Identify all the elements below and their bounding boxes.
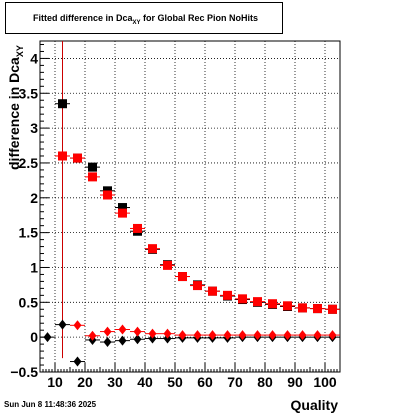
- data-point-diamond-red: [193, 330, 202, 341]
- x-tick-label: 50: [167, 374, 183, 390]
- data-point-square-red: [133, 223, 142, 233]
- data-point-square-red: [223, 290, 232, 300]
- data-point-diamond-red: [223, 330, 232, 341]
- x-tick-label: 20: [77, 374, 93, 390]
- y-tick-label: −0.5: [10, 364, 38, 380]
- data-point-diamond-red: [133, 326, 142, 337]
- data-point-square-red: [283, 301, 292, 311]
- data-point-square-red: [193, 281, 202, 291]
- title-box: Fitted difference in DcaXY for Global Re…: [5, 2, 283, 34]
- data-point-diamond-red: [103, 326, 112, 337]
- data-point-diamond-black: [133, 334, 142, 345]
- footer-timestamp: Sun Jun 8 11:48:36 2025: [4, 400, 97, 409]
- data-point-square-red: [118, 208, 127, 218]
- y-tick-label: 1: [30, 259, 38, 275]
- data-point-diamond-red: [58, 150, 67, 161]
- chart-title: Fitted difference in DcaXY for Global Re…: [33, 13, 259, 26]
- y-axis-label-subscript: XY: [15, 45, 25, 58]
- y-tick-label: 4: [30, 50, 38, 66]
- data-point-square-red: [88, 172, 97, 182]
- data-point-diamond-black: [73, 356, 82, 367]
- y-tick-label: 0: [30, 329, 38, 345]
- data-point-square-red: [238, 294, 247, 304]
- x-tick-label: 90: [287, 374, 303, 390]
- title-subscript: XY: [132, 20, 141, 26]
- data-point-square-red: [328, 304, 337, 314]
- data-point-square-red: [103, 190, 112, 200]
- y-tick-label: 3.5: [19, 85, 39, 101]
- y-tick-label: 1.5: [19, 225, 39, 241]
- data-point-diamond-red: [178, 330, 187, 341]
- title-main: Fitted difference in Dca: [33, 13, 133, 23]
- data-point-square-red: [163, 260, 172, 270]
- data-point-square-black: [58, 99, 67, 109]
- data-point-diamond-red: [148, 328, 157, 339]
- data-point-square-red: [208, 286, 217, 296]
- data-point-square-red: [178, 272, 187, 282]
- data-point-diamond-red: [283, 330, 292, 341]
- y-tick-label: 2.5: [19, 155, 39, 171]
- data-point-square-red: [268, 299, 277, 309]
- data-point-diamond-red: [268, 330, 277, 341]
- data-point-square-red: [298, 303, 307, 313]
- data-point-diamond-black: [118, 335, 127, 346]
- title-suffix: for Global Rec Pion NoHits: [140, 13, 259, 23]
- data-point-diamond-red: [238, 330, 247, 341]
- data-point-diamond-black: [103, 337, 112, 348]
- x-tick-label: 30: [107, 374, 123, 390]
- x-tick-label: 100: [313, 374, 337, 390]
- y-tick-label: 3: [30, 120, 38, 136]
- data-point-diamond-black: [58, 319, 67, 330]
- data-point-diamond-red: [208, 330, 217, 341]
- x-tick-label: 10: [47, 374, 63, 390]
- x-axis-label: Quality: [290, 397, 338, 413]
- data-point-diamond-black: [43, 332, 52, 343]
- data-point-square-red: [73, 153, 82, 163]
- data-point-diamond-red: [328, 330, 337, 341]
- data-point-diamond-red: [313, 330, 322, 341]
- data-point-diamond-red: [163, 328, 172, 339]
- y-axis-label-main: difference in Dca: [6, 57, 22, 170]
- data-point-diamond-red: [118, 324, 127, 335]
- y-tick-label: 0.5: [19, 294, 39, 310]
- y-tick-label: 2: [30, 190, 38, 206]
- x-tick-label: 60: [197, 374, 213, 390]
- data-point-diamond-red: [73, 320, 82, 331]
- data-point-square-red: [148, 244, 157, 254]
- y-axis-label: difference in DcaXY: [6, 45, 25, 170]
- data-point-square-black: [118, 203, 127, 213]
- data-point-square-red: [253, 297, 262, 307]
- data-point-diamond-red: [253, 330, 262, 341]
- plot-frame: [39, 40, 341, 373]
- x-tick-label: 40: [137, 374, 153, 390]
- data-point-square-red: [313, 304, 322, 314]
- x-tick-label: 70: [227, 374, 243, 390]
- x-tick-label: 80: [257, 374, 273, 390]
- data-point-diamond-red: [88, 330, 97, 341]
- data-point-diamond-red: [298, 330, 307, 341]
- data-point-square-black: [88, 162, 97, 172]
